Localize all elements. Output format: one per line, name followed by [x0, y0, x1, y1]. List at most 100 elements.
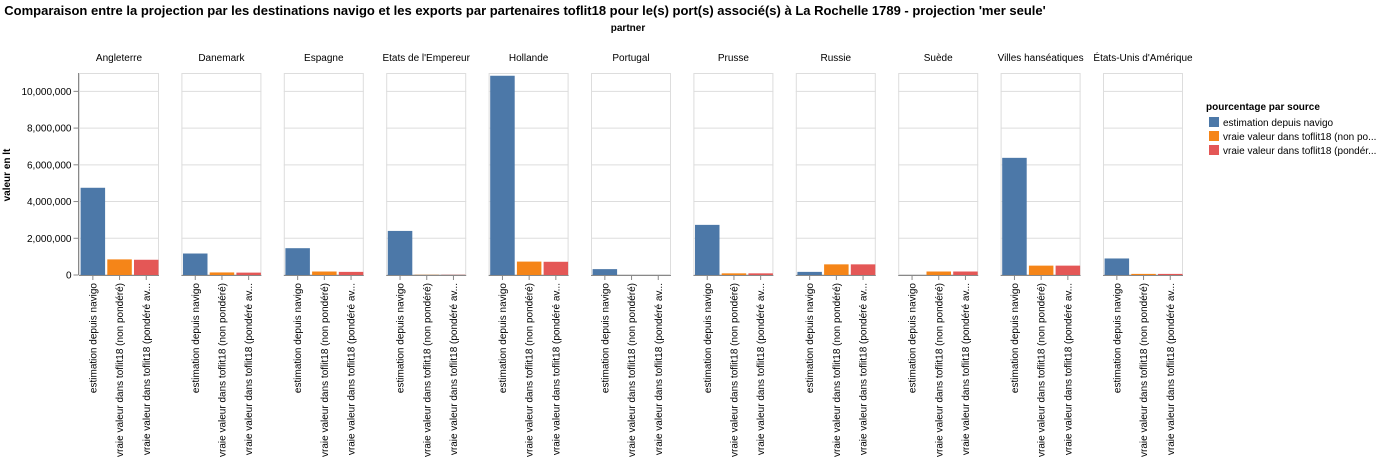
x-tick-label: vraie valeur dans toflit18 (pondéré av..…: [551, 283, 562, 455]
x-tick-label: estimation depuis navigo: [191, 283, 202, 394]
facet-panel-9: Villes hanséatiques estimation depuis nav…: [998, 53, 1084, 457]
x-tick-label: vraie valeur dans toflit18 (non pondéré): [934, 283, 945, 457]
bar: [387, 230, 413, 275]
legend: pourcentage par source estimation depuis…: [1206, 102, 1376, 157]
facet-label: Etats de l'Empereur: [382, 53, 470, 64]
bar: [236, 272, 261, 275]
facet-label: États-Unis d'Amérique: [1093, 51, 1193, 64]
bar: [695, 224, 720, 275]
panel-frame: [386, 73, 467, 275]
y-tick-label: 4,000,000: [27, 197, 72, 208]
facet-panel-2: Espagne estimation depuis navigo vraie val…: [283, 53, 364, 457]
facet-panel-8: Suède estimation depuis navigo vraie valeu…: [898, 53, 979, 457]
x-tick-label: vraie valeur dans toflit18 (pondéré av..…: [142, 283, 153, 455]
x-tick-label: estimation depuis navigo: [293, 283, 304, 394]
x-tick-label: estimation depuis navigo: [1010, 283, 1021, 394]
facet-label: Portugal: [612, 53, 649, 64]
panel-frame: [1103, 73, 1183, 275]
bar: [80, 187, 106, 275]
x-tick-label: estimation depuis navigo: [396, 283, 407, 394]
facets-group: Angleterre estimation depuis navigo vraie …: [79, 51, 1193, 457]
x-tick-label: estimation depuis navigo: [908, 283, 919, 394]
bar: [850, 264, 876, 275]
x-tick-label: vraie valeur dans toflit18 (pondéré av..…: [859, 283, 870, 455]
facet-label: Espagne: [304, 53, 344, 64]
bar: [1055, 265, 1081, 275]
x-tick-label: vraie valeur dans toflit18 (non pondéré): [320, 283, 331, 457]
bar: [1158, 273, 1183, 275]
bar: [797, 271, 822, 275]
x-tick-label: vraie valeur dans toflit18 (pondéré av..…: [347, 283, 358, 455]
x-tick-label: estimation depuis navigo: [1112, 283, 1123, 394]
y-tick-label: 8,000,000: [27, 124, 72, 135]
facet-panel-7: Russie estimation depuis navigo vraie vale…: [795, 53, 876, 457]
panel-frame: [591, 73, 671, 275]
x-tick-label: estimation depuis navigo: [600, 283, 611, 394]
legend-swatch: [1209, 145, 1219, 155]
y-tick-label: 6,000,000: [27, 160, 72, 171]
bar: [134, 259, 159, 275]
x-tick-label: vraie valeur dans toflit18 (non pondéré): [729, 283, 740, 457]
bar: [543, 261, 569, 275]
bar: [490, 75, 515, 275]
bar: [338, 271, 364, 275]
panel-frame: [283, 73, 364, 275]
bar: [953, 271, 978, 275]
bar: [1131, 273, 1156, 275]
legend-swatch: [1209, 131, 1219, 141]
x-tick-label: vraie valeur dans toflit18 (pondéré av..…: [1063, 283, 1074, 455]
facet-label: Suède: [924, 53, 953, 64]
facet-label: Hollande: [509, 53, 549, 64]
x-tick-label: vraie valeur dans toflit18 (pondéré av..…: [449, 283, 460, 455]
bar: [312, 271, 337, 275]
x-tick-label: vraie valeur dans toflit18 (non pondéré): [1139, 283, 1150, 457]
y-tick-label: 0: [66, 271, 72, 282]
x-tick-label: estimation depuis navigo: [805, 283, 816, 394]
x-tick-label: vraie valeur dans toflit18 (pondéré av..…: [654, 283, 665, 455]
legend-label: estimation depuis navigo: [1223, 118, 1334, 129]
x-tick-label: estimation depuis navigo: [88, 283, 99, 394]
x-tick-label: vraie valeur dans toflit18 (non pondéré): [422, 283, 433, 457]
bar: [1002, 157, 1027, 275]
facet-panel-4: Hollande estimation depuis navigo vraie va…: [488, 53, 569, 457]
x-tick-label: vraie valeur dans toflit18 (non pondéré): [1037, 283, 1048, 457]
bar: [592, 269, 618, 275]
facet-label: Danemark: [198, 53, 245, 64]
x-tick-label: vraie valeur dans toflit18 (non pondéré): [217, 283, 228, 457]
facet-panel-10: États-Unis d'Amérique estimation depuis n…: [1093, 51, 1193, 457]
facet-label: Prusse: [718, 53, 750, 64]
facet-panel-3: Etats de l'Empereur estimation depuis nav…: [382, 53, 470, 457]
bar: [721, 273, 747, 275]
y-tick-label: 10,000,000: [21, 87, 71, 98]
bar: [1028, 265, 1054, 275]
x-tick-label: vraie valeur dans toflit18 (pondéré av..…: [756, 283, 767, 455]
x-tick-label: vraie valeur dans toflit18 (pondéré av..…: [1166, 283, 1177, 455]
y-axis: 0 2,000,000 4,000,000 6,000,000 8,000,000 10,…: [21, 73, 79, 282]
legend-label: vraie valeur dans toflit18 (pondér...: [1223, 146, 1376, 157]
x-tick-label: vraie valeur dans toflit18 (non pondéré): [115, 283, 126, 457]
x-tick-label: vraie valeur dans toflit18 (pondéré av..…: [244, 283, 255, 455]
chart-title: Comparaison entre la projection par les …: [4, 3, 1045, 18]
column-header-title: partner: [611, 23, 646, 34]
legend-label: vraie valeur dans toflit18 (non po...: [1223, 132, 1376, 143]
facet-label: Russie: [821, 53, 852, 64]
legend-swatch: [1209, 117, 1219, 127]
x-tick-label: vraie valeur dans toflit18 (non pondéré): [525, 283, 536, 457]
bar: [748, 273, 773, 275]
facet-panel-5: Portugal estimation depuis navigo vraie va…: [591, 53, 671, 457]
x-tick-label: vraie valeur dans toflit18 (non pondéré): [627, 283, 638, 457]
x-tick-label: vraie valeur dans toflit18 (non pondéré): [832, 283, 843, 457]
bar: [926, 271, 951, 275]
bar: [285, 248, 310, 275]
facet-panel-1: Danemark estimation depuis navigo vraie va…: [181, 53, 262, 457]
bar: [107, 259, 132, 275]
y-tick-label: 2,000,000: [27, 234, 72, 245]
bar: [824, 264, 849, 275]
panel-frame: [795, 73, 876, 275]
bar: [1104, 258, 1130, 275]
facet-label: Angleterre: [96, 53, 143, 64]
bar: [209, 272, 235, 275]
x-tick-label: vraie valeur dans toflit18 (pondéré av..…: [961, 283, 972, 455]
y-axis-title: valeur en lt: [2, 148, 13, 201]
